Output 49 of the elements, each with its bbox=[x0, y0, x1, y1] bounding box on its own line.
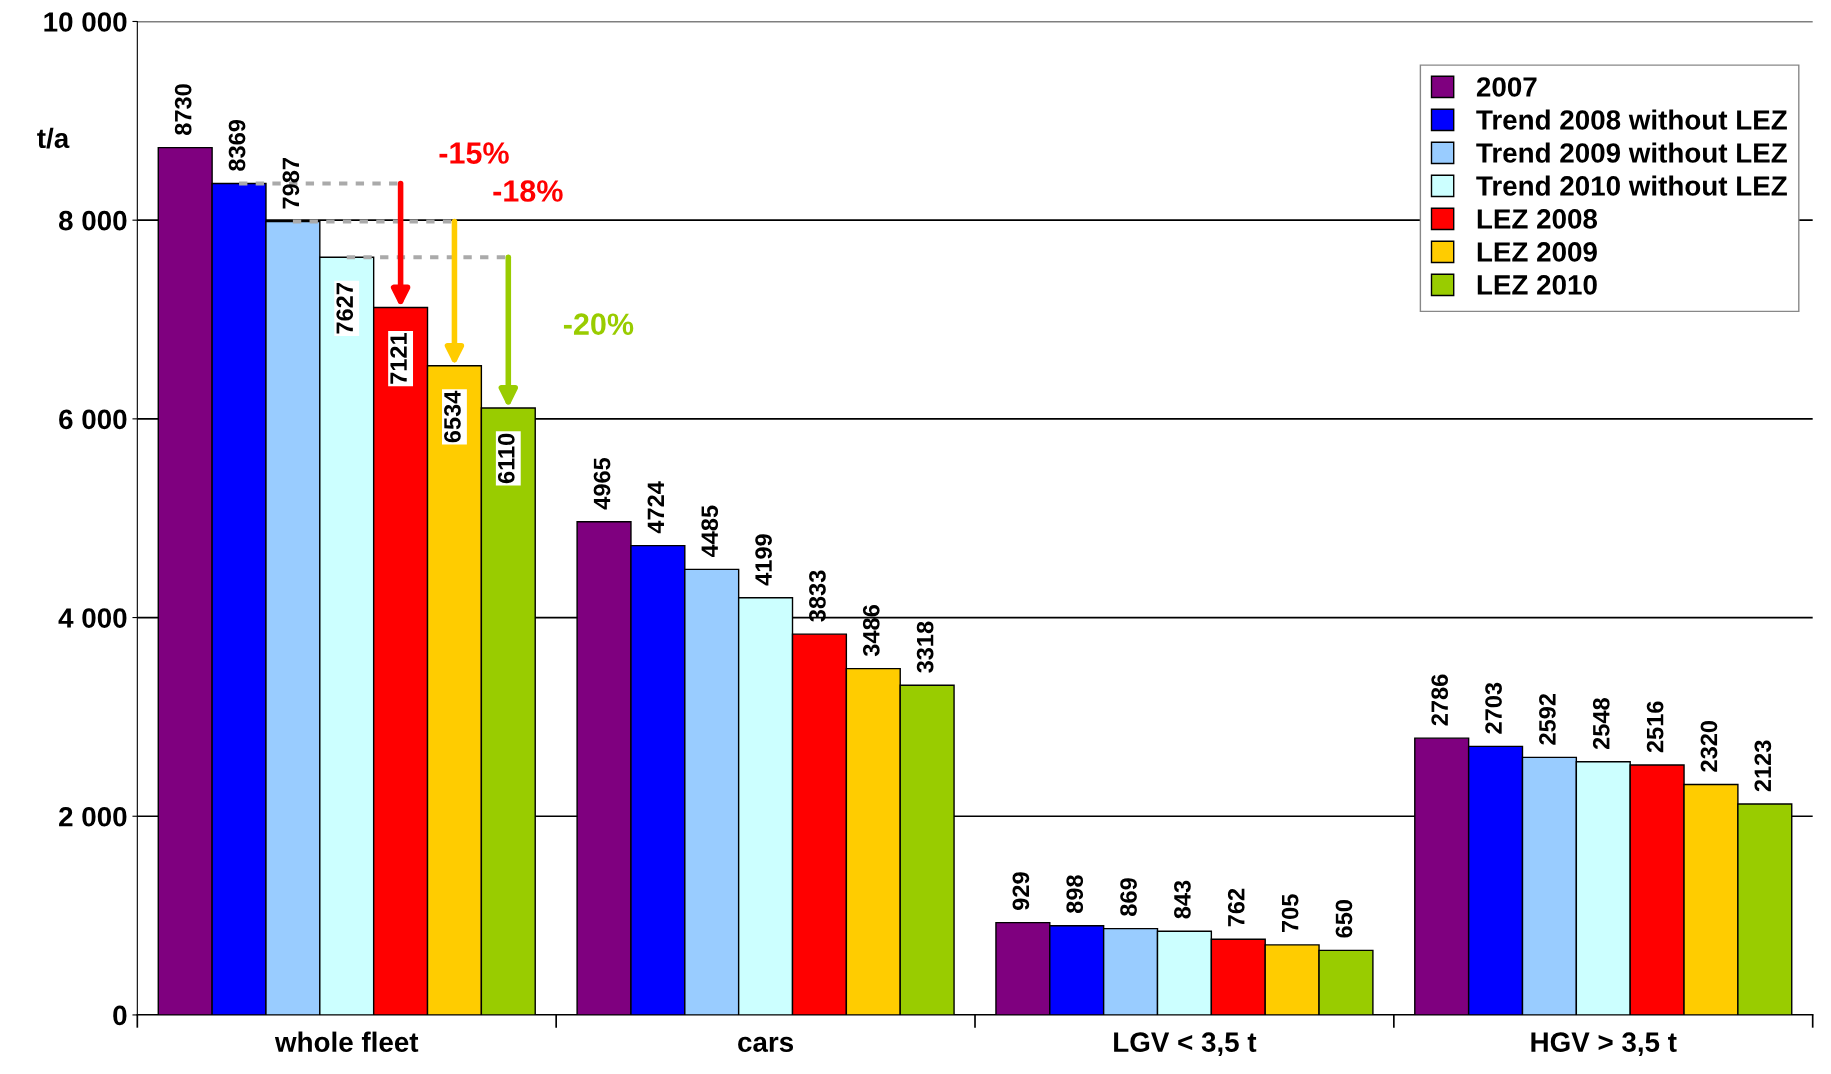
data-label: 2123 bbox=[1754, 740, 1772, 792]
data-label: 4485 bbox=[701, 505, 719, 558]
y-tick-label: 8 000 bbox=[58, 210, 127, 231]
y-axis-title: t/a bbox=[37, 127, 70, 149]
y-tick-label: 4 000 bbox=[58, 608, 127, 628]
data-label: 705 bbox=[1281, 894, 1299, 932]
data-label: 6534 bbox=[444, 390, 461, 443]
data-label: 2592 bbox=[1539, 693, 1556, 745]
data-label: 7627 bbox=[336, 283, 354, 334]
data-label: 4724 bbox=[647, 481, 664, 534]
data-label: 8369 bbox=[228, 119, 246, 171]
data-label: 762 bbox=[1227, 888, 1245, 927]
data-label: 929 bbox=[1012, 872, 1030, 910]
data-label: 2516 bbox=[1646, 701, 1664, 753]
data-label: 6110 bbox=[497, 433, 515, 484]
data-label: 2548 bbox=[1592, 698, 1610, 750]
data-label: 8730 bbox=[174, 84, 192, 135]
y-tick-label: 0 bbox=[113, 1005, 127, 1026]
legend-label: LEZ 2010 bbox=[1477, 275, 1597, 295]
legend-label: Trend 2009 without LEZ bbox=[1476, 142, 1787, 163]
data-label: 3318 bbox=[916, 621, 934, 673]
data-label: 2320 bbox=[1700, 720, 1718, 772]
annotation: -15% bbox=[439, 142, 509, 164]
data-label: 7121 bbox=[390, 332, 407, 384]
legend-label: 2007 bbox=[1476, 77, 1537, 97]
data-label: 3486 bbox=[862, 605, 880, 657]
legend-label: Trend 2008 without LEZ bbox=[1476, 109, 1787, 130]
data-label: 3833 bbox=[809, 570, 826, 622]
legend-label: LEZ 2009 bbox=[1477, 242, 1597, 262]
annotation: -18% bbox=[493, 180, 563, 202]
annotation: -20% bbox=[563, 313, 634, 335]
y-tick-label: 6 000 bbox=[59, 409, 127, 430]
data-label: 869 bbox=[1120, 878, 1137, 916]
data-label: 650 bbox=[1335, 900, 1353, 938]
data-label: 2786 bbox=[1431, 674, 1449, 726]
legend-label: Trend 2010 without LEZ bbox=[1476, 175, 1787, 196]
y-tick-label: 2 000 bbox=[59, 806, 127, 827]
x-tick-label: LGV < 3,5 t bbox=[1114, 1032, 1257, 1057]
data-label: 2703 bbox=[1485, 682, 1502, 734]
legend-label: LEZ 2008 bbox=[1477, 209, 1598, 229]
x-tick-label: whole fleet bbox=[274, 1031, 419, 1052]
data-label: 4965 bbox=[593, 457, 611, 510]
data-label: 7987 bbox=[282, 158, 300, 209]
x-tick-label: HGV > 3,5 t bbox=[1531, 1032, 1677, 1057]
data-label: 843 bbox=[1174, 880, 1191, 919]
x-tick-label: cars bbox=[738, 1036, 794, 1052]
data-label: 4199 bbox=[755, 534, 772, 586]
y-tick-label: 10 000 bbox=[44, 12, 127, 32]
data-label: 898 bbox=[1066, 875, 1084, 914]
